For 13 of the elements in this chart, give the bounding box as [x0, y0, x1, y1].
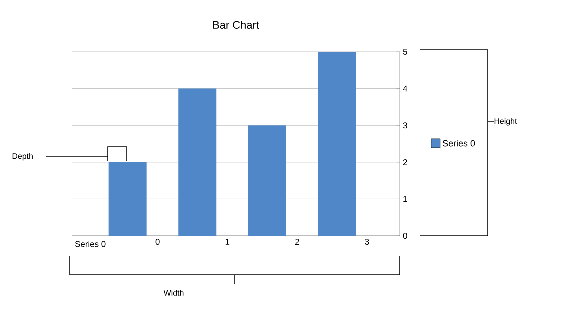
y-tick-label: 2	[403, 159, 408, 166]
x-tick-label: 3	[365, 239, 370, 246]
x-tick-label: 0	[156, 239, 160, 246]
y-tick-label: 4	[403, 86, 408, 92]
x-axis-title: Series 0	[75, 241, 106, 248]
x-tick-label: 1	[226, 239, 230, 245]
y-tick-label: 1	[404, 196, 408, 202]
chart-title: Bar Chart	[213, 20, 260, 30]
y-tick-label: 5	[403, 49, 408, 55]
legend-label: Series 0	[442, 140, 476, 147]
y-tick-label: 0	[403, 233, 408, 239]
x-tick-label: 2	[295, 239, 300, 245]
y-tick-label: 3	[403, 122, 408, 129]
